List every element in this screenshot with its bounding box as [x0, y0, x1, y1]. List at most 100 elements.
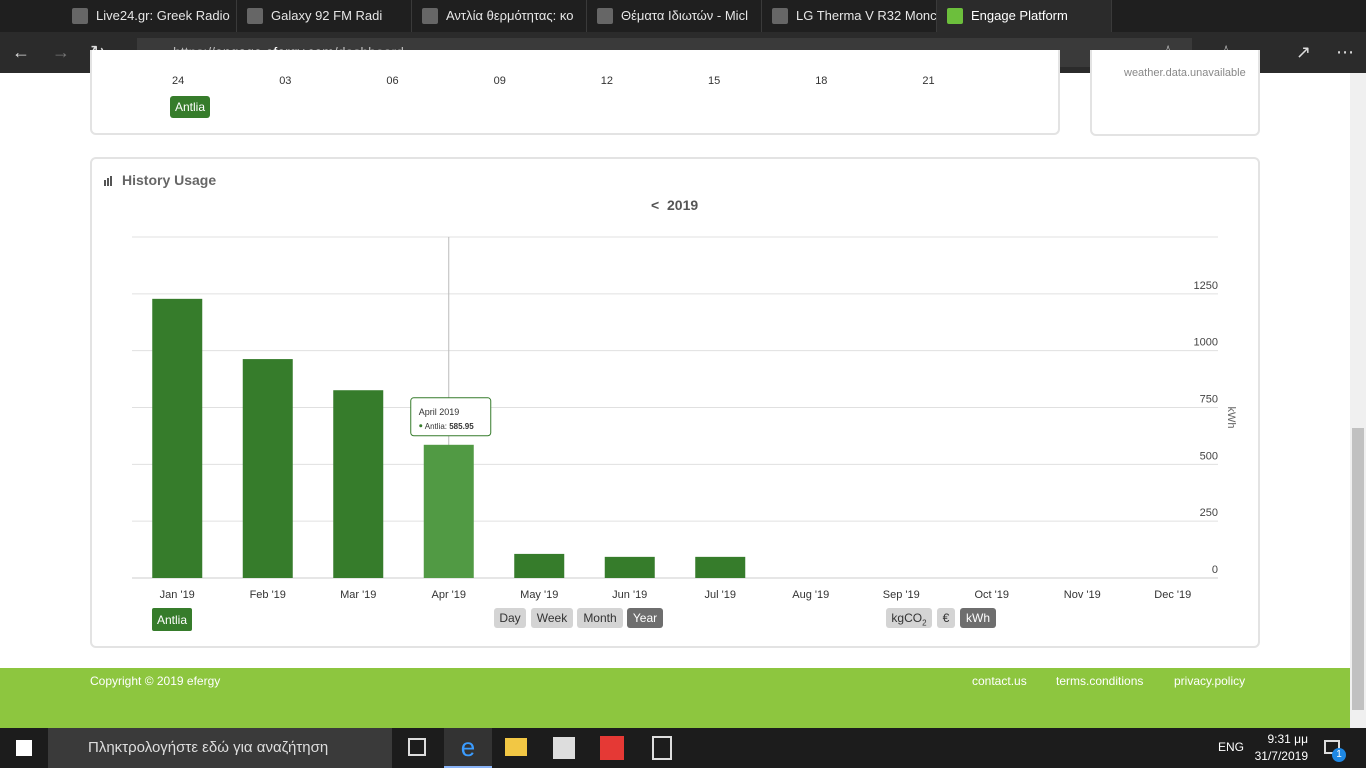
- top-x-label: 24: [172, 75, 185, 87]
- period-button[interactable]: Week: [531, 608, 573, 628]
- tooltip-series: Antlia:: [425, 422, 449, 431]
- x-tick-label: Dec '19: [1154, 589, 1191, 601]
- x-tick-label: Feb '19: [250, 589, 286, 601]
- period-button[interactable]: Year: [627, 608, 663, 628]
- explorer-icon[interactable]: [505, 738, 527, 756]
- legend-button[interactable]: Antlia: [170, 96, 210, 118]
- x-tick-label: May '19: [520, 589, 558, 601]
- bar: [604, 556, 655, 578]
- unit-label: kWh: [966, 611, 990, 625]
- forward-button[interactable]: →: [52, 42, 70, 62]
- unit-button[interactable]: €: [937, 608, 955, 628]
- start-button[interactable]: [16, 740, 32, 756]
- footer: Copyright © 2019 efergy contact.us terms…: [0, 668, 1350, 728]
- top-x-label: 21: [922, 75, 935, 87]
- tab-icon: [772, 8, 788, 24]
- clock-date[interactable]: 31/7/2019: [1254, 749, 1308, 763]
- tooltip-row: Antlia: 585.95: [425, 422, 474, 431]
- tab-title: Engage Platform: [971, 8, 1068, 23]
- x-tick-label: Apr '19: [431, 589, 466, 601]
- tab-title: LG Therma V R32 Monc: [796, 8, 937, 23]
- tooltip: April 2019 Antlia: 585.95: [410, 397, 492, 437]
- tab-title: Live24.gr: Greek Radio: [96, 8, 230, 23]
- tab-icon: [597, 8, 613, 24]
- x-tick-label: Jun '19: [612, 589, 647, 601]
- calculator-icon[interactable]: [652, 736, 672, 760]
- tab-icon: [422, 8, 438, 24]
- tab-bar: Live24.gr: Greek Radio Galaxy 92 FM Radi Α…: [0, 0, 1366, 32]
- tab[interactable]: Galaxy 92 FM Radi: [237, 0, 412, 32]
- menu-button[interactable]: ⋯: [1336, 42, 1354, 62]
- bar: [152, 298, 203, 578]
- task-view[interactable]: [408, 738, 426, 756]
- year-label: 2019: [667, 197, 699, 213]
- unit-button[interactable]: kgCO2: [886, 608, 932, 628]
- top-x-label: 12: [600, 75, 614, 87]
- scrollbar-thumb[interactable]: [1352, 428, 1364, 710]
- weather-text: weather.data.unavailable: [1124, 67, 1246, 79]
- y-tick-label: 1000: [1194, 337, 1218, 349]
- top-x-label: 15: [708, 75, 721, 87]
- y-tick-label: 750: [1200, 394, 1218, 406]
- clock-time[interactable]: 9:31 μμ: [1267, 732, 1308, 746]
- x-tick-label: Aug '19: [792, 589, 829, 601]
- tab[interactable]: Θέματα Ιδιωτών - Micl: [587, 0, 762, 32]
- bar: [242, 359, 293, 578]
- x-tick-label: Oct '19: [974, 589, 1009, 601]
- period-button[interactable]: Month: [577, 608, 623, 628]
- y-tick-label: 0: [1212, 564, 1218, 576]
- tab-icon: [72, 8, 88, 24]
- tab[interactable]: Engage Platform: [937, 0, 1112, 32]
- tab[interactable]: Αντλία θερμότητας: κο: [412, 0, 587, 32]
- tooltip-dot: [419, 424, 423, 428]
- bar: [423, 444, 474, 578]
- x-tick-label: Nov '19: [1064, 589, 1101, 601]
- unit-button[interactable]: kWh: [960, 608, 996, 628]
- tab-title: Αντλία θερμότητας: κο: [446, 8, 574, 23]
- bar: [695, 556, 746, 578]
- x-tick-label: Jul '19: [705, 589, 736, 601]
- chart-icon: [104, 176, 114, 186]
- legend-label: Antlia: [157, 613, 187, 627]
- x-tick-label: Jan '19: [160, 589, 195, 601]
- tab-icon: [247, 8, 263, 24]
- tab[interactable]: LG Therma V R32 Monc: [762, 0, 937, 32]
- x-tick-label: Mar '19: [340, 589, 376, 601]
- tab-title: Galaxy 92 FM Radi: [271, 8, 383, 23]
- panel-title: History Usage: [122, 172, 217, 188]
- unit-subscript: 2: [922, 618, 927, 628]
- y-tick-label: 1250: [1194, 280, 1218, 292]
- notification-count: 1: [1332, 748, 1346, 762]
- search-box[interactable]: Πληκτρολογήστε εδώ για αναζήτηση: [48, 728, 392, 768]
- store-icon[interactable]: [553, 737, 575, 759]
- y-tick-label: 500: [1200, 450, 1218, 462]
- top-x-label: 18: [815, 75, 828, 87]
- legend-button: [152, 608, 192, 631]
- app-icon[interactable]: [600, 736, 624, 760]
- weather-panel: [1090, 50, 1260, 136]
- taskbar: Πληκτρολογήστε εδώ για αναζήτηση e ENG 9…: [0, 728, 1366, 768]
- tooltip-value: 585.95: [449, 422, 474, 431]
- share-button[interactable]: ↗: [1296, 42, 1312, 62]
- tab[interactable]: Live24.gr: Greek Radio: [62, 0, 237, 32]
- language[interactable]: ENG: [1218, 740, 1245, 754]
- footer-link[interactable]: privacy.policy: [1174, 674, 1246, 688]
- bar: [514, 553, 565, 578]
- prev-year-button[interactable]: <: [651, 197, 660, 213]
- footer-link[interactable]: terms.conditions: [1056, 674, 1144, 688]
- tab-icon: [947, 8, 963, 24]
- chart: 0 250 500 750 1000 1250 kWh Jan '19 Feb '19 Mar '…: [132, 236, 1237, 631]
- y-axis-label: kWh: [1225, 407, 1237, 429]
- top-x-label: 06: [386, 75, 399, 87]
- footer-link[interactable]: contact.us: [972, 674, 1027, 688]
- unit-label: kgCO: [891, 611, 923, 625]
- period-button[interactable]: Day: [494, 608, 526, 628]
- tooltip-box: [410, 397, 492, 437]
- copyright: Copyright © 2019 efergy: [90, 674, 221, 688]
- unit-label: €: [942, 611, 950, 625]
- edge-icon[interactable]: e: [444, 728, 492, 768]
- y-tick-label: 250: [1200, 507, 1218, 519]
- top-panel: [90, 50, 1060, 135]
- back-button[interactable]: ←: [12, 42, 30, 62]
